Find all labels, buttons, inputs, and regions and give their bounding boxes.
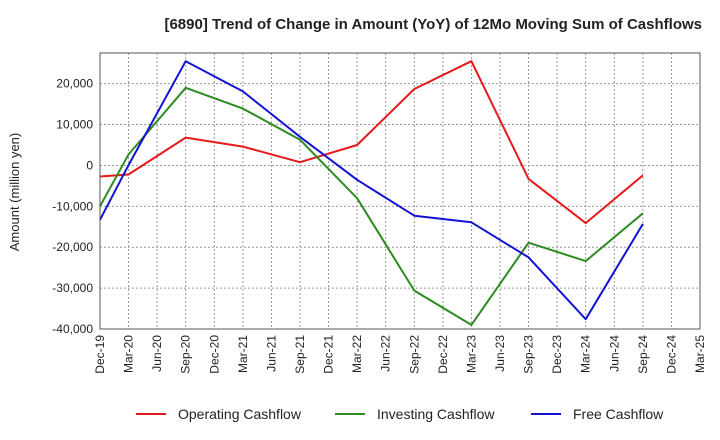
x-tick-labels: Dec-19 Mar-20 Jun-20 Sep-20 Dec-20 Mar-21 Jun-… [93, 335, 707, 374]
chart-title: [6890] Trend of Change in Amount (YoY) o… [164, 16, 702, 33]
x-tick-label: Sep-22 [407, 335, 421, 374]
y-tick-label: -20,000 [52, 240, 93, 254]
y-tick-label: -30,000 [52, 281, 93, 295]
x-tick-label: Dec-24 [664, 335, 678, 374]
legend-label: Operating Cashflow [178, 406, 302, 422]
legend-item: Investing Cashflow [335, 406, 495, 422]
y-axis-label: Amount (million yen) [7, 133, 22, 252]
y-tick-labels: -40,000 -30,000 -20,000 -10,000 0 10,000 20,00… [52, 77, 93, 336]
series-line [99, 60, 644, 321]
grid-layer [100, 53, 700, 329]
y-tick-label: 20,000 [56, 77, 93, 91]
legend-item: Free Cashflow [531, 406, 664, 422]
x-tick-label: Mar-20 [122, 335, 136, 373]
x-tick-label: Dec-22 [436, 335, 450, 374]
y-tick-label: -40,000 [52, 322, 93, 336]
x-tick-label: Jun-20 [150, 335, 164, 372]
x-tick-label: Sep-21 [293, 335, 307, 374]
x-tick-label: Dec-21 [322, 335, 336, 374]
series-line [99, 86, 644, 326]
series-line [99, 60, 644, 225]
x-tick-label: Jun-21 [264, 335, 278, 372]
x-tick-label: Sep-20 [179, 335, 193, 374]
x-tick-label: Dec-20 [207, 335, 221, 374]
plot-frame [99, 52, 701, 330]
y-tick-label: -10,000 [52, 199, 93, 213]
x-tick-label: Mar-25 [693, 335, 707, 373]
legend: Operating Cashflow Investing Cashflow Free… [136, 406, 664, 422]
x-tick-label: Sep-24 [636, 335, 650, 374]
x-tick-label: Jun-23 [493, 335, 507, 372]
legend-item: Operating Cashflow [136, 406, 302, 422]
y-tick-label: 10,000 [56, 118, 93, 132]
legend-label: Investing Cashflow [377, 406, 495, 422]
x-tick-label: Mar-23 [464, 335, 478, 373]
x-tick-label: Jun-24 [607, 335, 621, 372]
x-tick-label: Dec-19 [93, 335, 107, 374]
x-tick-label: Mar-24 [579, 335, 593, 373]
x-tick-label: Mar-22 [350, 335, 364, 373]
x-tick-label: Mar-21 [236, 335, 250, 373]
x-tick-label: Jun-22 [379, 335, 393, 372]
x-tick-label: Dec-23 [550, 335, 564, 374]
x-tick-label: Sep-23 [522, 335, 536, 374]
y-tick-label: 0 [86, 158, 93, 172]
series-layer [99, 60, 644, 326]
legend-label: Free Cashflow [573, 406, 664, 422]
